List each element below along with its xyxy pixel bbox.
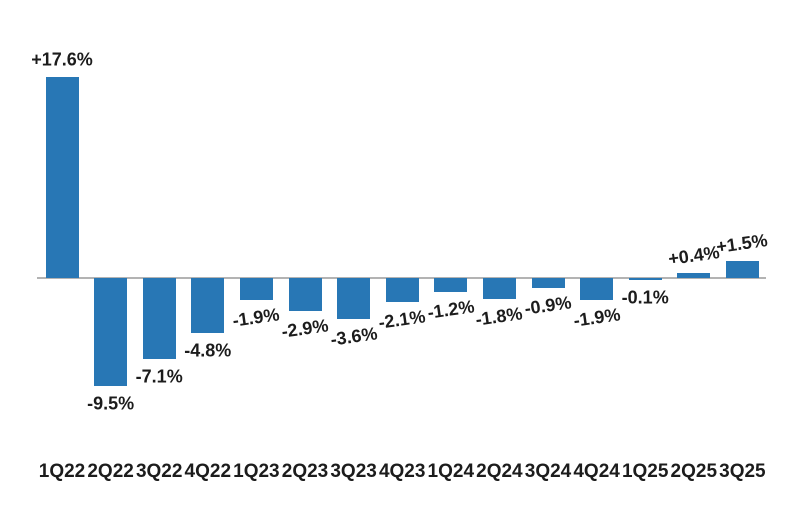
x-axis-label-3Q23: 3Q23 [330,461,377,482]
bar-1Q22 [45,77,79,278]
x-axis-label-4Q24: 4Q24 [573,461,620,482]
bar-2Q25 [677,273,711,278]
bar-3Q25 [725,260,759,278]
data-label-4Q24: -1.9% [571,303,622,331]
x-axis-label-1Q24: 1Q24 [427,461,475,482]
x-axis-label-4Q22: 4Q22 [184,461,232,482]
data-label-2Q22: -9.5% [87,393,135,414]
bar-2Q23 [288,278,322,312]
x-axis-label-1Q25: 1Q25 [621,461,669,482]
bar-2Q24 [482,278,516,299]
data-label-4Q23: -2.1% [377,306,427,333]
data-label-1Q22: +17.6% [31,49,93,70]
bar-3Q24 [531,278,565,289]
data-label-1Q23: -1.9% [231,303,281,331]
bar-3Q22 [142,278,176,359]
x-axis-label-1Q22: 1Q22 [38,461,86,482]
bar-1Q23 [239,278,273,300]
x-axis-label-1Q23: 1Q23 [233,461,280,482]
x-axis-label-2Q23: 2Q23 [281,461,329,482]
data-label-1Q24: -1.2% [426,296,476,323]
bar-4Q24 [580,278,614,300]
data-label-3Q25: +1.5% [715,229,770,257]
bar-3Q23 [337,278,371,320]
data-label-3Q23: -3.6% [328,323,379,350]
x-axis-label-3Q22: 3Q22 [135,461,183,482]
bar-1Q25 [628,278,662,280]
data-label-3Q22: -7.1% [135,366,183,387]
x-axis-label-3Q24: 3Q24 [524,461,572,482]
data-label-1Q25: -0.1% [621,287,669,307]
data-label-2Q25: +0.4% [666,242,721,270]
data-label-2Q24: -1.8% [474,302,524,330]
x-axis-label-4Q23: 4Q23 [378,461,426,482]
x-axis-label-3Q25: 3Q25 [719,461,766,482]
bar-2Q22 [94,278,128,387]
bar-4Q22 [191,278,225,333]
x-axis-label-2Q24: 2Q24 [476,461,523,482]
bar-1Q24 [434,278,468,292]
data-label-2Q23: -2.9% [280,315,330,342]
x-axis-label-2Q22: 2Q22 [87,461,134,482]
data-label-4Q22: -4.8% [184,340,232,361]
data-label-3Q24: -0.9% [523,292,573,319]
bar-4Q23 [385,278,419,302]
x-axis-label-2Q25: 2Q25 [670,461,718,482]
